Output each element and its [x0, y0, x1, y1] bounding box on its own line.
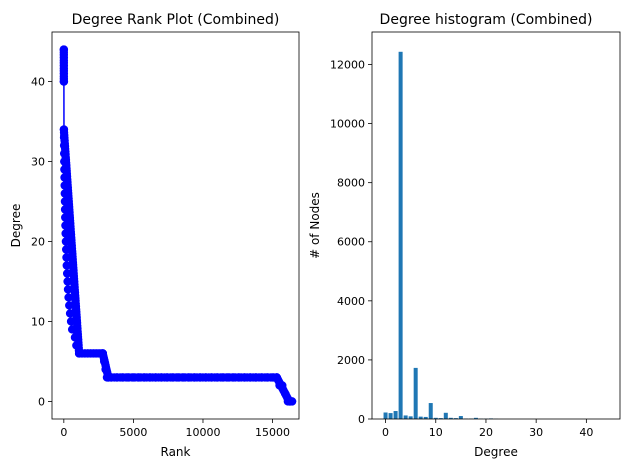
- histogram-bar: [428, 403, 433, 419]
- histogram-bar: [408, 416, 413, 419]
- rank-point: [70, 333, 80, 342]
- rank-point: [61, 245, 71, 254]
- rank-point: [62, 261, 71, 270]
- rank-x-tick-label: 5000: [119, 426, 147, 439]
- rank-point: [59, 77, 69, 86]
- rank-point: [59, 125, 69, 134]
- histogram-bar: [473, 417, 478, 419]
- rank-y-tick-label: 20: [31, 235, 45, 248]
- hist-y-tick-label: 12000: [330, 58, 365, 71]
- rank-point: [60, 181, 69, 190]
- histogram-plot-area: [372, 32, 620, 419]
- rank-point: [101, 365, 110, 374]
- rank-point: [60, 157, 69, 166]
- hist-y-tick-label: 8000: [337, 177, 365, 190]
- rank-point: [60, 173, 69, 182]
- rank-point: [60, 197, 70, 206]
- degree-histogram-chart: Degree histogram (Combined) 0 10 20 30 40 0 2…: [308, 12, 621, 459]
- rank-chart-title: Degree Rank Plot (Combined): [72, 12, 280, 28]
- histogram-y-label: # of Nodes: [308, 192, 322, 259]
- rank-point: [73, 341, 82, 350]
- rank-point: [98, 349, 107, 358]
- rank-point: [278, 381, 287, 390]
- hist-x-tick-label: 20: [479, 426, 493, 439]
- rank-y-tick-label: 30: [31, 156, 45, 169]
- hist-y-tick-label: 4000: [337, 295, 365, 308]
- rank-point: [59, 149, 69, 158]
- rank-chart-y-label: Degree: [9, 204, 23, 248]
- rank-point: [287, 397, 297, 406]
- rank-chart-plot-area: [52, 32, 299, 419]
- rank-point: [59, 141, 69, 150]
- histogram-bar: [433, 417, 438, 419]
- histogram-bar: [448, 417, 453, 419]
- rank-chart-frame: [51, 31, 300, 420]
- rank-point: [61, 221, 70, 230]
- hist-y-tick-label: 10000: [330, 118, 365, 131]
- rank-point: [62, 269, 72, 278]
- histogram-x-ticks: 0 10 20 30 40: [382, 419, 593, 439]
- histogram-title: Degree histogram (Combined): [380, 12, 593, 28]
- rank-chart-x-ticks: 0 5000 10000 15000: [60, 419, 290, 439]
- rank-point: [66, 317, 76, 326]
- rank-point: [280, 389, 290, 398]
- rank-point: [272, 373, 281, 382]
- histogram-bar: [403, 415, 408, 419]
- degree-rank-chart: Degree Rank Plot (Combined) 0 5000 10000 15…: [9, 12, 300, 459]
- rank-point: [64, 293, 73, 302]
- hist-x-tick-label: 30: [529, 426, 543, 439]
- rank-point: [60, 165, 69, 174]
- histogram-bar: [443, 412, 448, 419]
- histogram-bar: [418, 416, 423, 419]
- degree-rank-markers: [59, 45, 297, 406]
- rank-point: [99, 357, 109, 366]
- hist-y-tick-label: 0: [358, 413, 365, 426]
- rank-point: [61, 229, 70, 238]
- rank-y-tick-label: 10: [31, 315, 45, 328]
- rank-chart-x-label: Rank: [161, 445, 191, 459]
- hist-x-tick-label: 10: [429, 426, 443, 439]
- histogram-bar: [458, 416, 463, 419]
- histogram-x-label: Degree: [474, 445, 518, 459]
- rank-x-tick-label: 15000: [255, 426, 290, 439]
- histogram-bar: [388, 413, 393, 419]
- rank-x-tick-label: 10000: [185, 426, 220, 439]
- hist-y-tick-label: 6000: [337, 236, 365, 249]
- histogram-bar: [383, 412, 388, 419]
- rank-point: [69, 325, 78, 334]
- histogram-bar: [393, 411, 398, 419]
- histogram-bar: [398, 51, 403, 420]
- rank-point: [61, 213, 70, 222]
- hist-y-tick-label: 2000: [337, 354, 365, 367]
- histogram-y-ticks: 0 2000 4000 6000 8000 10000 12000: [330, 58, 372, 426]
- rank-point: [63, 277, 72, 286]
- rank-point: [65, 309, 75, 318]
- rank-point: [59, 133, 69, 142]
- rank-point: [60, 189, 70, 198]
- rank-chart-y-ticks: 0 10 20 30 40: [31, 76, 52, 408]
- hist-x-tick-label: 0: [382, 426, 389, 439]
- hist-x-tick-label: 40: [579, 426, 593, 439]
- rank-point: [59, 45, 69, 54]
- histogram-bar: [423, 416, 428, 419]
- rank-point: [65, 301, 74, 310]
- histogram-frame: [371, 31, 621, 420]
- rank-point: [63, 285, 73, 294]
- histogram-bar: [413, 367, 418, 419]
- rank-x-tick-label: 0: [60, 426, 67, 439]
- rank-point: [60, 205, 70, 214]
- rank-y-tick-label: 40: [31, 76, 45, 89]
- histogram-bar: [453, 418, 458, 419]
- rank-y-tick-label: 0: [38, 395, 45, 408]
- histogram-bar: [438, 418, 443, 419]
- rank-point: [62, 253, 71, 262]
- rank-point: [61, 237, 71, 246]
